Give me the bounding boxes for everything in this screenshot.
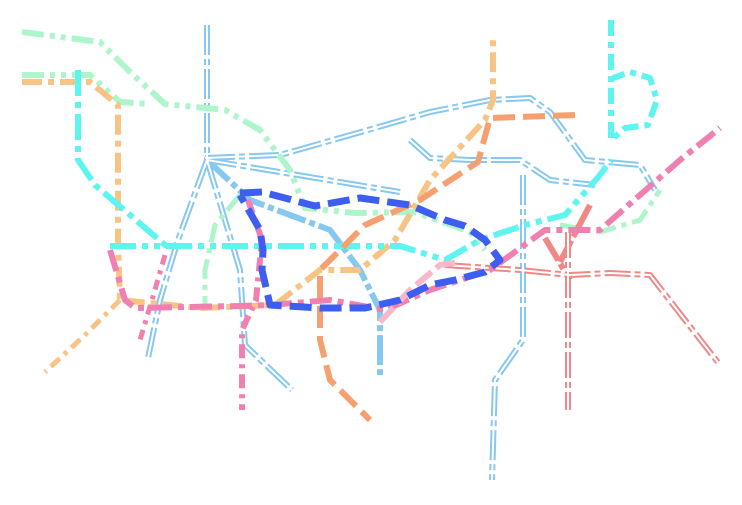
pink-line xyxy=(107,125,722,410)
orange-line xyxy=(317,112,576,423)
blue-line xyxy=(236,188,504,312)
lightpink-line xyxy=(377,259,461,325)
salmon-line xyxy=(444,203,723,410)
peach-line xyxy=(22,35,496,374)
mint-line xyxy=(21,29,663,305)
aqua-line xyxy=(75,20,660,263)
lightblue-line xyxy=(145,25,658,481)
